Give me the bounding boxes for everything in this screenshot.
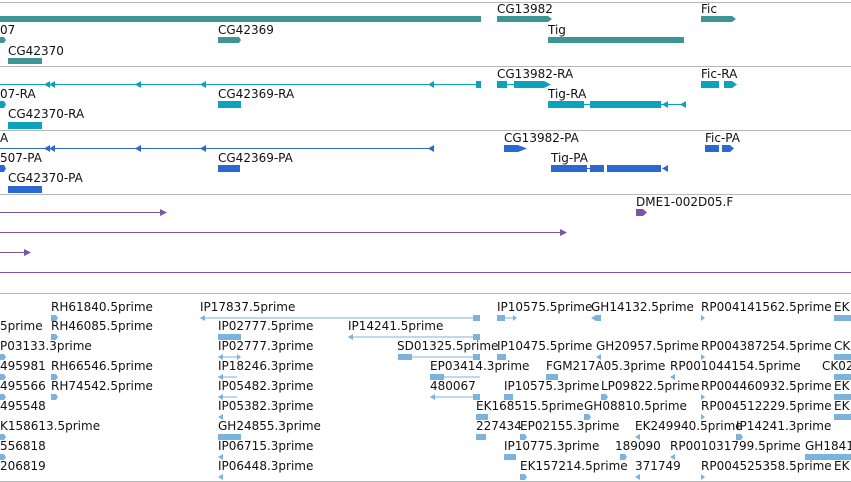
est-label[interactable]: EK168515.5prime [476, 399, 584, 413]
est-label[interactable]: EK [834, 399, 850, 413]
est-label[interactable]: P03133.3prime [0, 339, 92, 353]
mrna-label[interactable]: Tig-RA [548, 87, 587, 101]
est-label[interactable]: 5prime [0, 319, 43, 333]
est-label[interactable]: EK [834, 379, 850, 393]
est-label[interactable]: 556818 [0, 439, 46, 453]
cds-label[interactable]: CG42369-PA [218, 151, 293, 165]
track-separator [0, 66, 851, 67]
est-label[interactable]: RH46085.5prime [51, 319, 153, 333]
est-feature[interactable] [0, 293, 851, 481]
est-label[interactable]: RP004141562.5prime [701, 300, 832, 314]
track-separator [0, 2, 851, 3]
est-label[interactable]: RP004387254.5prime [701, 339, 832, 353]
est-label[interactable]: RH61840.5prime [51, 300, 153, 314]
track-separator [0, 293, 851, 294]
est-label[interactable]: RP004460932.5prime [701, 379, 832, 393]
est-label[interactable]: EK157214.5prime [520, 459, 628, 473]
est-label[interactable]: IP05482.3prime [218, 379, 314, 393]
est-label[interactable]: 371749 [635, 459, 681, 473]
est-label[interactable]: EP02155.3prime [520, 419, 620, 433]
est-label[interactable]: RP004525358.5prime [701, 459, 832, 473]
est-label[interactable]: IP10475.5prime [497, 339, 593, 353]
gene-label[interactable]: Tig [548, 23, 566, 37]
est-label[interactable]: IP02777.3prime [218, 339, 314, 353]
est-label[interactable]: SD01325.5prime [397, 339, 499, 353]
est-label[interactable]: IP05382.3prime [218, 399, 314, 413]
cds-feature[interactable] [0, 130, 851, 194]
est-label[interactable]: 495548 [0, 399, 46, 413]
est-label[interactable]: RH66546.5prime [51, 359, 153, 373]
cds-label[interactable]: 507-PA [0, 151, 42, 165]
est-label[interactable]: 206819 [0, 459, 46, 473]
mrna-label[interactable]: CG42370-RA [8, 107, 85, 121]
est-label[interactable]: 495566 [0, 379, 46, 393]
clone-label[interactable]: DME1-002D05.F [636, 195, 734, 209]
est-label[interactable]: IP18246.3prime [218, 359, 314, 373]
est-label[interactable]: IP06715.3prime [218, 439, 314, 453]
est-label[interactable]: GH20957.5prime [596, 339, 699, 353]
est-label[interactable]: EP03414.3prime [430, 359, 530, 373]
est-label[interactable]: 480067 [430, 379, 476, 393]
track-separator [0, 130, 851, 131]
est-label[interactable]: RP004512229.5prime [701, 399, 832, 413]
mrna-label[interactable]: Fic-RA [701, 67, 738, 81]
est-label[interactable]: 189090 [615, 439, 661, 453]
est-label[interactable]: CK [834, 339, 851, 353]
est-label[interactable]: GH24855.3prime [218, 419, 321, 433]
est-label[interactable]: GH14132.5prime [591, 300, 694, 314]
est-label[interactable]: IP02777.5prime [218, 319, 314, 333]
gene-label[interactable]: CG13982 [497, 2, 553, 16]
est-label[interactable]: GH08810.5prime [584, 399, 687, 413]
est-label[interactable]: IP06448.3prime [218, 459, 314, 473]
est-label[interactable]: RP001031799.5prime [670, 439, 801, 453]
gene-label[interactable]: CG42369 [218, 23, 274, 37]
est-label[interactable]: CK02 [822, 359, 851, 373]
cds-label[interactable]: Fic-PA [705, 131, 740, 145]
est-label[interactable]: 227434 [476, 419, 522, 433]
est-label[interactable]: FGM217A05.3prime [546, 359, 666, 373]
est-label[interactable]: IP14241.3prime [736, 419, 832, 433]
est-label[interactable]: K158613.5prime [0, 419, 101, 433]
mrna-label[interactable]: CG13982-RA [497, 67, 574, 81]
cds-label[interactable]: Tig-PA [551, 151, 588, 165]
clone-feature[interactable] [0, 194, 851, 293]
mrna-feature[interactable] [0, 66, 851, 130]
est-label[interactable]: EK [834, 300, 850, 314]
est-label[interactable]: 495981 [0, 359, 46, 373]
est-label[interactable]: RP001044154.5prime [670, 359, 801, 373]
track-separator [0, 194, 851, 195]
gene-feature[interactable] [0, 0, 851, 64]
est-label[interactable]: IP10775.3prime [504, 439, 600, 453]
est-label[interactable]: IP10575.5prime [497, 300, 593, 314]
est-label[interactable]: EK [834, 459, 850, 473]
gene-label[interactable]: 07 [0, 23, 16, 37]
cds-label[interactable]: CG42370-PA [8, 171, 83, 185]
cds-label[interactable]: A [0, 131, 9, 145]
est-label[interactable]: IP14241.5prime [348, 319, 444, 333]
est-label[interactable]: EK249940.5prime [635, 419, 743, 433]
gene-feature[interactable] [0, 16, 481, 22]
est-label[interactable]: GH1841 [805, 439, 851, 453]
est-label[interactable]: IP17837.5prime [200, 300, 296, 314]
gene-label[interactable]: CG42370 [8, 44, 64, 58]
mrna-label[interactable]: CG42369-RA [218, 87, 295, 101]
est-label[interactable]: LP09822.5prime [601, 379, 700, 393]
est-label[interactable]: IP10575.3prime [504, 379, 600, 393]
est-label[interactable]: RH74542.5prime [51, 379, 153, 393]
mrna-label[interactable]: 07-RA [0, 87, 36, 101]
cds-label[interactable]: CG13982-PA [504, 131, 579, 145]
gene-label[interactable]: Fic [701, 2, 717, 16]
